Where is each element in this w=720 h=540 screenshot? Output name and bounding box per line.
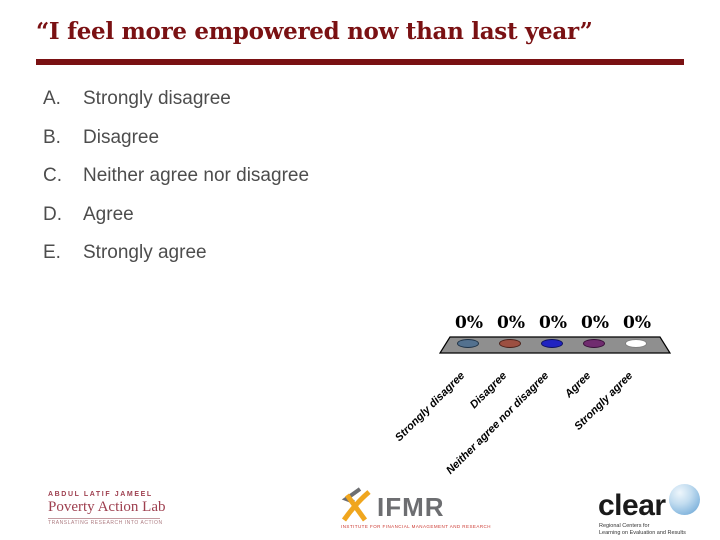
ifmr-figure-icon [341, 487, 371, 522]
answer-label: Strongly disagree [83, 88, 231, 109]
clear-tagline-line1: Regional Centers for [599, 523, 650, 529]
bar-base-oval [457, 339, 479, 348]
bar-base-oval [541, 339, 563, 348]
ifmr-logo: IFMR INSTITUTE FOR FINANCIAL MANAGEMENT … [338, 486, 491, 529]
clear-logo: clear Regional Centers for Learning on E… [598, 484, 700, 538]
answer-label: Disagree [83, 127, 160, 148]
answer-item: E. Strongly agree [0, 242, 500, 266]
bar-base-oval [583, 339, 605, 348]
bar-base-oval [625, 339, 647, 348]
jpal-org-name: ABDUL LATIF JAMEEL [48, 491, 153, 498]
jpal-lab-name: Poverty Action Lab [48, 499, 166, 515]
clear-name: clear [598, 489, 666, 522]
answer-letter: E. [43, 242, 61, 263]
poll-chart: 0% 0% 0% 0% 0% Strongly disagree Disagre… [393, 302, 700, 477]
ifmr-name: IFMR [377, 492, 445, 522]
ifmr-tagline: INSTITUTE FOR FINANCIAL MANAGEMENT AND R… [341, 524, 491, 529]
clear-tagline-line2: Learning on Evaluation and Results [599, 530, 686, 537]
jpal-divider [48, 518, 160, 519]
title-divider [36, 59, 684, 65]
answer-label: Agree [83, 204, 134, 225]
answer-label: Strongly agree [83, 242, 207, 263]
bar-base-oval [499, 339, 521, 348]
answer-letter: A. [43, 88, 61, 109]
jpal-tagline: TRANSLATING RESEARCH INTO ACTION [48, 520, 163, 526]
answer-item: D. Agree [0, 204, 500, 228]
answer-item: B. Disagree [0, 127, 500, 151]
value-label: 0% [581, 313, 609, 333]
answer-letter: B. [43, 127, 61, 148]
answer-item: C. Neither agree nor disagree [0, 165, 500, 189]
value-label: 0% [497, 313, 525, 333]
globe-icon [668, 484, 700, 515]
value-label: 0% [455, 313, 483, 333]
answer-item: A. Strongly disagree [0, 88, 500, 112]
answer-letter: D. [43, 204, 62, 225]
slide-title: “I feel more empowered now than last yea… [36, 18, 593, 45]
value-label: 0% [539, 313, 567, 333]
clear-tagline: Regional Centers for Learning on Evaluat… [599, 523, 700, 538]
answer-letter: C. [43, 165, 62, 186]
value-label: 0% [623, 313, 651, 333]
answer-label: Neither agree nor disagree [83, 165, 310, 186]
jpal-logo: ABDUL LATIF JAMEEL Poverty Action Lab TR… [48, 491, 170, 526]
